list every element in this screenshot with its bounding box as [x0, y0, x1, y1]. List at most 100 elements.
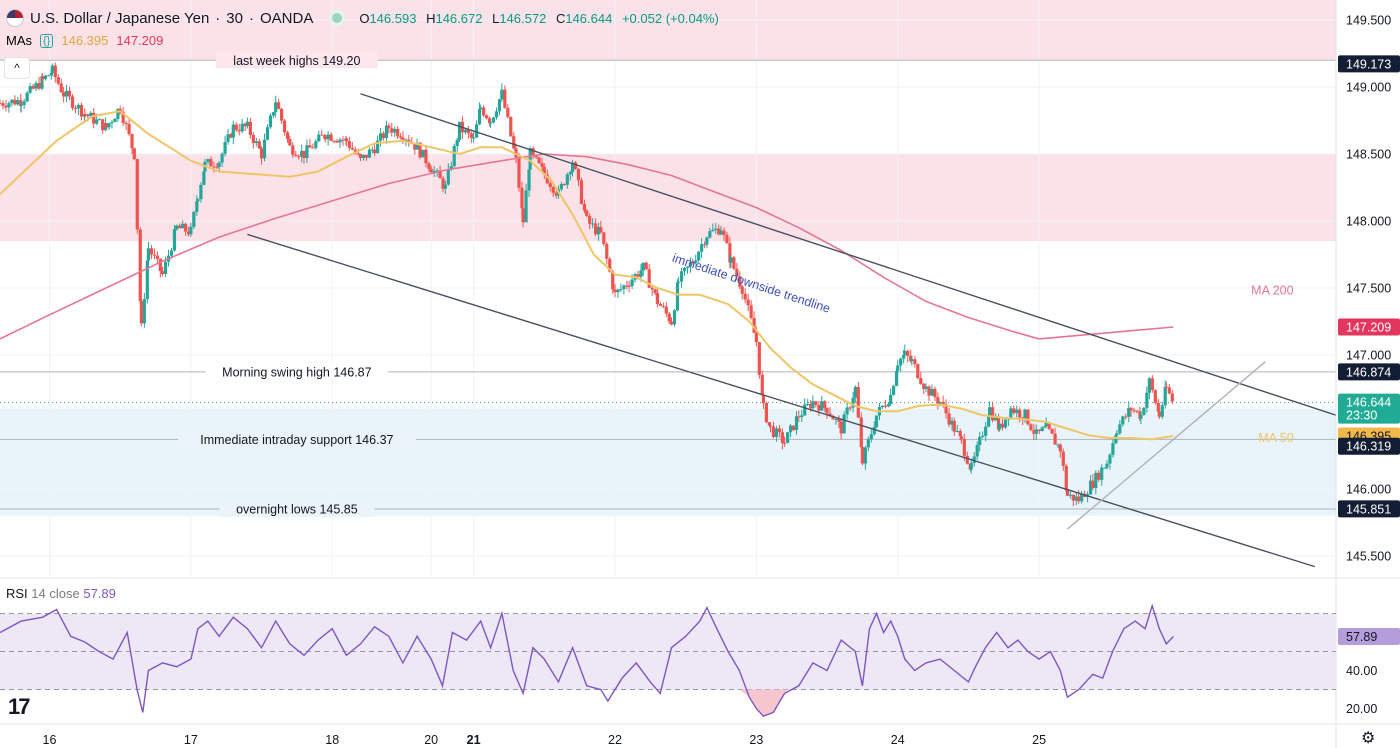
open-value: 146.593 [369, 10, 417, 26]
candle-body [540, 163, 544, 167]
candle-body [1097, 472, 1101, 480]
price-tag [1338, 318, 1400, 336]
candle-body [962, 439, 966, 456]
candle-body [175, 225, 179, 230]
candle-body [1100, 467, 1104, 480]
candle-body [537, 157, 541, 164]
candle-body [1156, 402, 1160, 412]
candle-body [746, 299, 750, 306]
candle-body [565, 174, 569, 185]
high-label: H [426, 10, 436, 26]
level-label-bg [219, 500, 375, 518]
candle-body [314, 141, 318, 148]
candle-body [418, 142, 422, 158]
rsi-tick-label: 40.00 [1346, 664, 1377, 678]
candle-body [308, 145, 312, 148]
time-tick-label: 21 [467, 733, 481, 747]
tradingview-logo[interactable]: 17 [8, 694, 31, 719]
candle-body [376, 140, 380, 154]
candle-body [768, 425, 773, 427]
candle-body [22, 101, 26, 106]
candle-body [199, 184, 203, 200]
candle-body [880, 405, 885, 408]
code-braces-icon[interactable]: {} [40, 33, 54, 48]
level-label: Immediate intraday support 146.37 [200, 433, 393, 447]
candle-body [243, 123, 247, 127]
candle-body [749, 305, 753, 319]
candles-group [0, 62, 1174, 507]
candle-body [644, 262, 648, 270]
candle-body [387, 125, 391, 129]
ma200-value: 147.209 [116, 33, 164, 48]
series-label: MA 50 [1258, 431, 1293, 445]
candle-body [613, 289, 617, 293]
candle-body [56, 77, 60, 84]
candle-body [831, 415, 835, 420]
candle-body [50, 65, 54, 73]
candle-body [1105, 463, 1109, 468]
candle-body [834, 419, 838, 421]
candle-body [248, 121, 252, 135]
candle-body [700, 244, 704, 252]
trendline [360, 93, 1336, 416]
time-tick-label: 16 [43, 733, 57, 747]
candle-body [825, 407, 829, 414]
candle-body [1147, 378, 1151, 393]
ma-label[interactable]: MAs [6, 33, 32, 48]
candle-body [300, 150, 304, 157]
candle-body [1167, 387, 1171, 394]
candle-body [837, 419, 841, 422]
candle-body [528, 148, 532, 170]
candle-body [809, 403, 813, 409]
candle-body [1111, 443, 1115, 455]
candle-body [573, 162, 578, 169]
rsi-value-tag-label: 57.89 [1346, 630, 1377, 644]
collapse-legend-button[interactable]: ^ [4, 57, 30, 79]
candle-body [89, 112, 93, 117]
candle-body [1142, 407, 1146, 415]
candle-body [7, 103, 11, 108]
candle-body [438, 170, 442, 179]
interval[interactable]: 30 [226, 9, 243, 27]
candle-body [679, 271, 684, 282]
candle-body [682, 267, 687, 272]
candle-body [311, 147, 315, 149]
candle-body [997, 423, 1002, 430]
candle-body [1009, 408, 1013, 419]
candle-body [650, 287, 654, 290]
candle-body [326, 134, 330, 140]
candle-body [101, 119, 105, 131]
candle-body [639, 270, 643, 277]
candle-body [608, 258, 612, 272]
candle-body [10, 99, 14, 104]
candle-body [472, 137, 476, 139]
rsi-label[interactable]: RSI [6, 586, 28, 601]
rsi-oversold-fill [739, 689, 788, 717]
candle-body [113, 118, 117, 123]
candle-body [215, 166, 219, 168]
candle-body [761, 394, 766, 403]
candle-body [542, 166, 546, 175]
candle-body [240, 123, 244, 132]
symbol-name[interactable]: U.S. Dollar / Japanese Yen [30, 9, 210, 27]
candle-body [62, 92, 66, 97]
candle-body [1157, 411, 1161, 417]
candle-body [1138, 411, 1142, 419]
candle-body [559, 184, 564, 190]
candle-body [294, 154, 298, 157]
candle-body [969, 462, 973, 470]
gear-icon[interactable]: ⚙ [1361, 730, 1376, 747]
candle-body [786, 432, 790, 443]
candle-body [984, 426, 988, 436]
candle-body [685, 266, 690, 268]
candle-body [202, 171, 206, 185]
candle-body [591, 223, 595, 225]
candle-body [896, 365, 900, 371]
candle-body [432, 170, 436, 173]
candle-body [25, 92, 29, 102]
candle-body [903, 351, 907, 355]
candle-body [531, 148, 535, 155]
candle-body [488, 122, 493, 124]
